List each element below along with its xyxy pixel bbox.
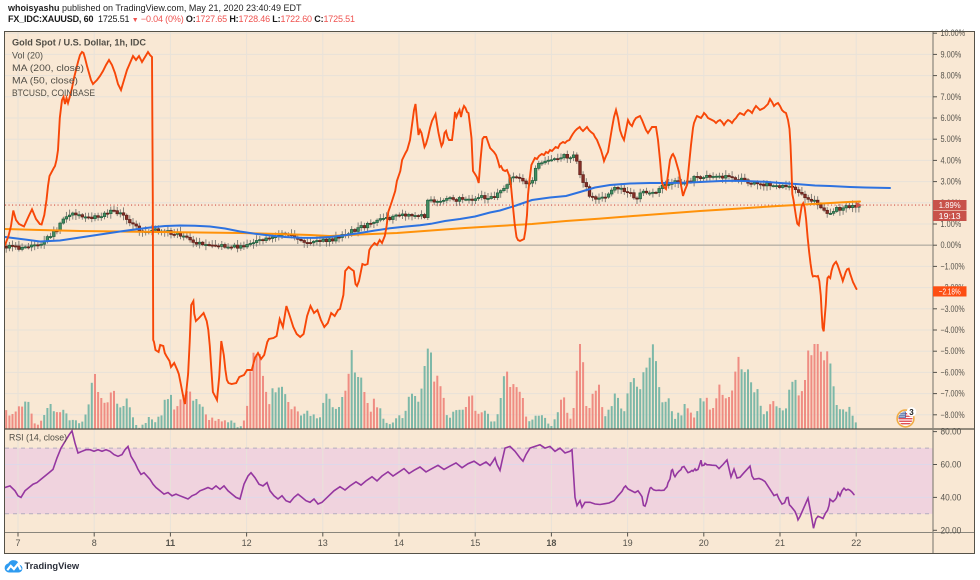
svg-text:−8.00%: −8.00% <box>941 410 965 420</box>
svg-text:19:13: 19:13 <box>939 211 961 221</box>
svg-text:0.00%: 0.00% <box>941 240 962 250</box>
svg-text:1.89%: 1.89% <box>939 200 961 210</box>
svg-text:−5.00%: −5.00% <box>941 346 965 356</box>
svg-text:3: 3 <box>909 408 914 417</box>
svg-text:80.00: 80.00 <box>941 427 962 437</box>
svg-text:Gold Spot / U.S. Dollar, 1h, I: Gold Spot / U.S. Dollar, 1h, IDC <box>12 38 146 48</box>
svg-text:MA (50, close): MA (50, close) <box>12 76 78 86</box>
svg-text:−3.00%: −3.00% <box>941 304 965 314</box>
svg-text:19: 19 <box>623 538 633 548</box>
svg-text:11: 11 <box>166 538 176 548</box>
svg-text:5.00%: 5.00% <box>941 134 962 144</box>
svg-text:18: 18 <box>546 538 556 548</box>
svg-text:4.00%: 4.00% <box>941 155 962 165</box>
svg-text:Vol (20): Vol (20) <box>12 51 43 61</box>
svg-text:−6.00%: −6.00% <box>941 367 965 377</box>
svg-text:−1.00%: −1.00% <box>941 261 965 271</box>
svg-text:13: 13 <box>318 538 328 548</box>
svg-text:−2.18%: −2.18% <box>939 286 961 296</box>
svg-text:7.00%: 7.00% <box>941 92 962 102</box>
svg-text:−7.00%: −7.00% <box>941 389 965 399</box>
svg-text:−4.00%: −4.00% <box>941 325 965 335</box>
svg-text:20.00: 20.00 <box>941 525 962 535</box>
svg-text:8: 8 <box>92 538 97 548</box>
svg-text:6.00%: 6.00% <box>941 113 962 123</box>
svg-text:10.00%: 10.00% <box>941 28 966 38</box>
svg-text:60.00: 60.00 <box>941 460 962 470</box>
svg-text:22: 22 <box>851 538 861 548</box>
svg-text:7: 7 <box>15 538 20 548</box>
svg-text:1.00%: 1.00% <box>941 219 962 229</box>
svg-text:14: 14 <box>394 538 404 548</box>
svg-text:40.00: 40.00 <box>941 492 962 502</box>
svg-text:MA (200, close): MA (200, close) <box>12 63 84 73</box>
svg-text:15: 15 <box>470 538 480 548</box>
svg-text:21: 21 <box>775 538 785 548</box>
svg-text:BTCUSD, COINBASE: BTCUSD, COINBASE <box>12 88 95 98</box>
svg-text:20: 20 <box>699 538 709 548</box>
svg-text:3.00%: 3.00% <box>941 177 962 187</box>
svg-text:9.00%: 9.00% <box>941 49 962 59</box>
svg-text:RSI (14, close): RSI (14, close) <box>9 433 67 443</box>
svg-text:12: 12 <box>242 538 252 548</box>
svg-text:8.00%: 8.00% <box>941 71 962 81</box>
